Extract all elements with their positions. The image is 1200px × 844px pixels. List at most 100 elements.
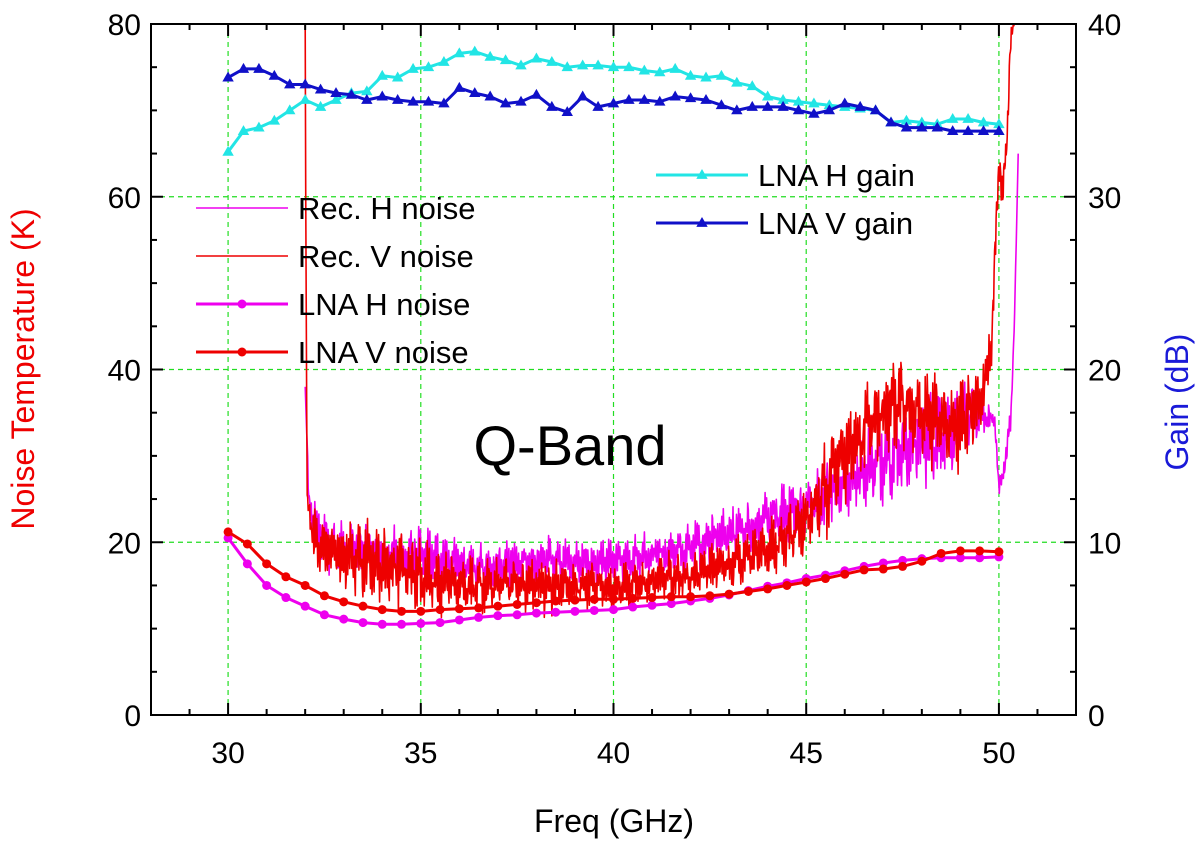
lna-v-gain-point [792, 104, 805, 115]
lna-h-gain-point [777, 94, 789, 104]
lna-v-gain-point [731, 104, 743, 115]
axes: 30 35 40 45 50 0 20 40 60 80 0 10 20 30 40 [108, 9, 1122, 770]
lna-v-noise-point [994, 547, 1004, 557]
lna-h-gain-point [592, 59, 604, 70]
lna-v-gain-point [823, 104, 836, 115]
legend-marker-lna-v-gain [696, 217, 708, 227]
legend-marker-lna-h-noise [237, 299, 247, 309]
x-tick-label: 35 [404, 737, 437, 770]
lna-v-gain-point [576, 90, 589, 101]
lna-v-noise-point [628, 593, 638, 603]
y-left-tick-label: 60 [108, 182, 141, 215]
lna-v-noise-point [898, 561, 908, 571]
lna-v-noise-point [300, 580, 310, 590]
legend-label-rec-v: Rec. V noise [298, 239, 474, 274]
lna-h-noise-point [570, 606, 580, 616]
lna-h-noise-point [454, 615, 464, 625]
legend-label-lna-h-gain: LNA H gain [758, 158, 915, 193]
lna-v-noise-point [454, 604, 464, 614]
lna-h-gain-point [530, 52, 543, 63]
lna-v-noise-point [820, 574, 830, 584]
lna-h-noise-point [435, 618, 445, 628]
lna-v-gain-point [499, 97, 512, 108]
y-left-tick-label: 80 [108, 9, 141, 42]
legend-label-lna-v-gain: LNA V gain [758, 206, 913, 241]
y-right-tick-label: 10 [1088, 527, 1121, 560]
right-axis-title: Gain (dB) [1159, 334, 1195, 471]
lna-v-gain-point [222, 71, 234, 82]
lna-v-gain-point [453, 81, 466, 92]
x-tick-label: 40 [597, 737, 630, 770]
lna-v-noise-point [531, 598, 541, 608]
lna-v-gain-point [530, 88, 543, 99]
noise-traces [304, 23, 1019, 619]
y-left-tick-label: 0 [124, 700, 141, 733]
lna-h-gain-point [654, 66, 666, 77]
lna-v-gain-point [561, 106, 573, 117]
lna-v-noise-point [955, 546, 965, 556]
lna-v-noise-point [262, 559, 272, 569]
lna-v-noise-point [975, 546, 985, 556]
lna-v-gain-point [284, 78, 296, 89]
lna-h-noise-point [262, 580, 272, 590]
lna-v-noise-point [358, 601, 368, 611]
x-tick-label: 30 [211, 737, 244, 770]
lna-h-noise-point [589, 605, 599, 615]
lna-v-noise-point [589, 594, 599, 604]
lna-v-gain-point [854, 100, 866, 111]
lna-h-gain-point [761, 90, 774, 101]
lna-h-gain-point [407, 62, 419, 73]
x-tick-label: 50 [982, 737, 1015, 770]
lna-v-gain-point [869, 104, 882, 115]
lna-h-noise-point [512, 610, 522, 620]
lna-h-noise-point [975, 553, 985, 563]
lna-h-gain-point [391, 71, 404, 82]
lna-h-noise-point [647, 600, 657, 610]
lna-v-gain-point [407, 95, 419, 106]
lna-h-gain-point [946, 113, 959, 123]
lna-h-gain-point [515, 59, 527, 70]
lna-v-gain-point [885, 116, 897, 127]
lna-v-gain-point [638, 94, 651, 104]
lna-v-gain-point [700, 94, 712, 104]
lna-h-gain-point [993, 118, 1005, 129]
lna-v-noise-point [936, 548, 946, 558]
lna-v-noise-point [551, 596, 561, 606]
left-axis-title: Noise Temperature (K) [5, 208, 41, 529]
lna-v-noise-point [512, 599, 522, 609]
lna-v-noise-point [493, 601, 503, 611]
lna-v-noise-point [686, 592, 696, 602]
lna-v-gain-point [515, 95, 527, 106]
lna-h-noise-point [474, 612, 484, 622]
lna-v-gain-point [391, 94, 404, 104]
lna-v-gain-point [299, 78, 311, 89]
lna-v-gain-point [931, 121, 943, 132]
lna-v-noise-point [281, 572, 291, 582]
legend-marker-lna-v-noise [237, 347, 247, 357]
lna-v-gain-point [484, 90, 496, 101]
lna-h-gain-point [977, 116, 990, 127]
lna-v-gain-point [546, 100, 558, 111]
lna-h-noise-point [955, 553, 965, 563]
lna-h-gain-point [237, 125, 250, 136]
lna-v-gain-point [916, 121, 928, 132]
lna-v-gain-point [607, 97, 620, 108]
lna-v-noise-point [609, 594, 618, 604]
lna-v-noise-point [743, 586, 753, 596]
lna-h-noise-point [609, 605, 618, 615]
lna-h-gain-point [792, 95, 805, 106]
y-right-tick-label: 30 [1088, 182, 1121, 215]
lna-v-gain-point [438, 97, 450, 108]
lna-h-gain-point [623, 61, 635, 72]
lna-h-gain-point [469, 45, 481, 56]
lna-v-noise-point [416, 606, 426, 616]
x-tick-label: 45 [790, 737, 823, 770]
lna-h-gain-point [546, 56, 558, 66]
lna-v-gain-point [253, 62, 265, 73]
lna-h-noise-point [666, 599, 676, 609]
lna-h-gain-point [284, 104, 296, 115]
lna-v-gain-point [669, 90, 681, 101]
lna-v-noise-point [570, 595, 580, 605]
lna-h-gain-point [823, 99, 836, 110]
